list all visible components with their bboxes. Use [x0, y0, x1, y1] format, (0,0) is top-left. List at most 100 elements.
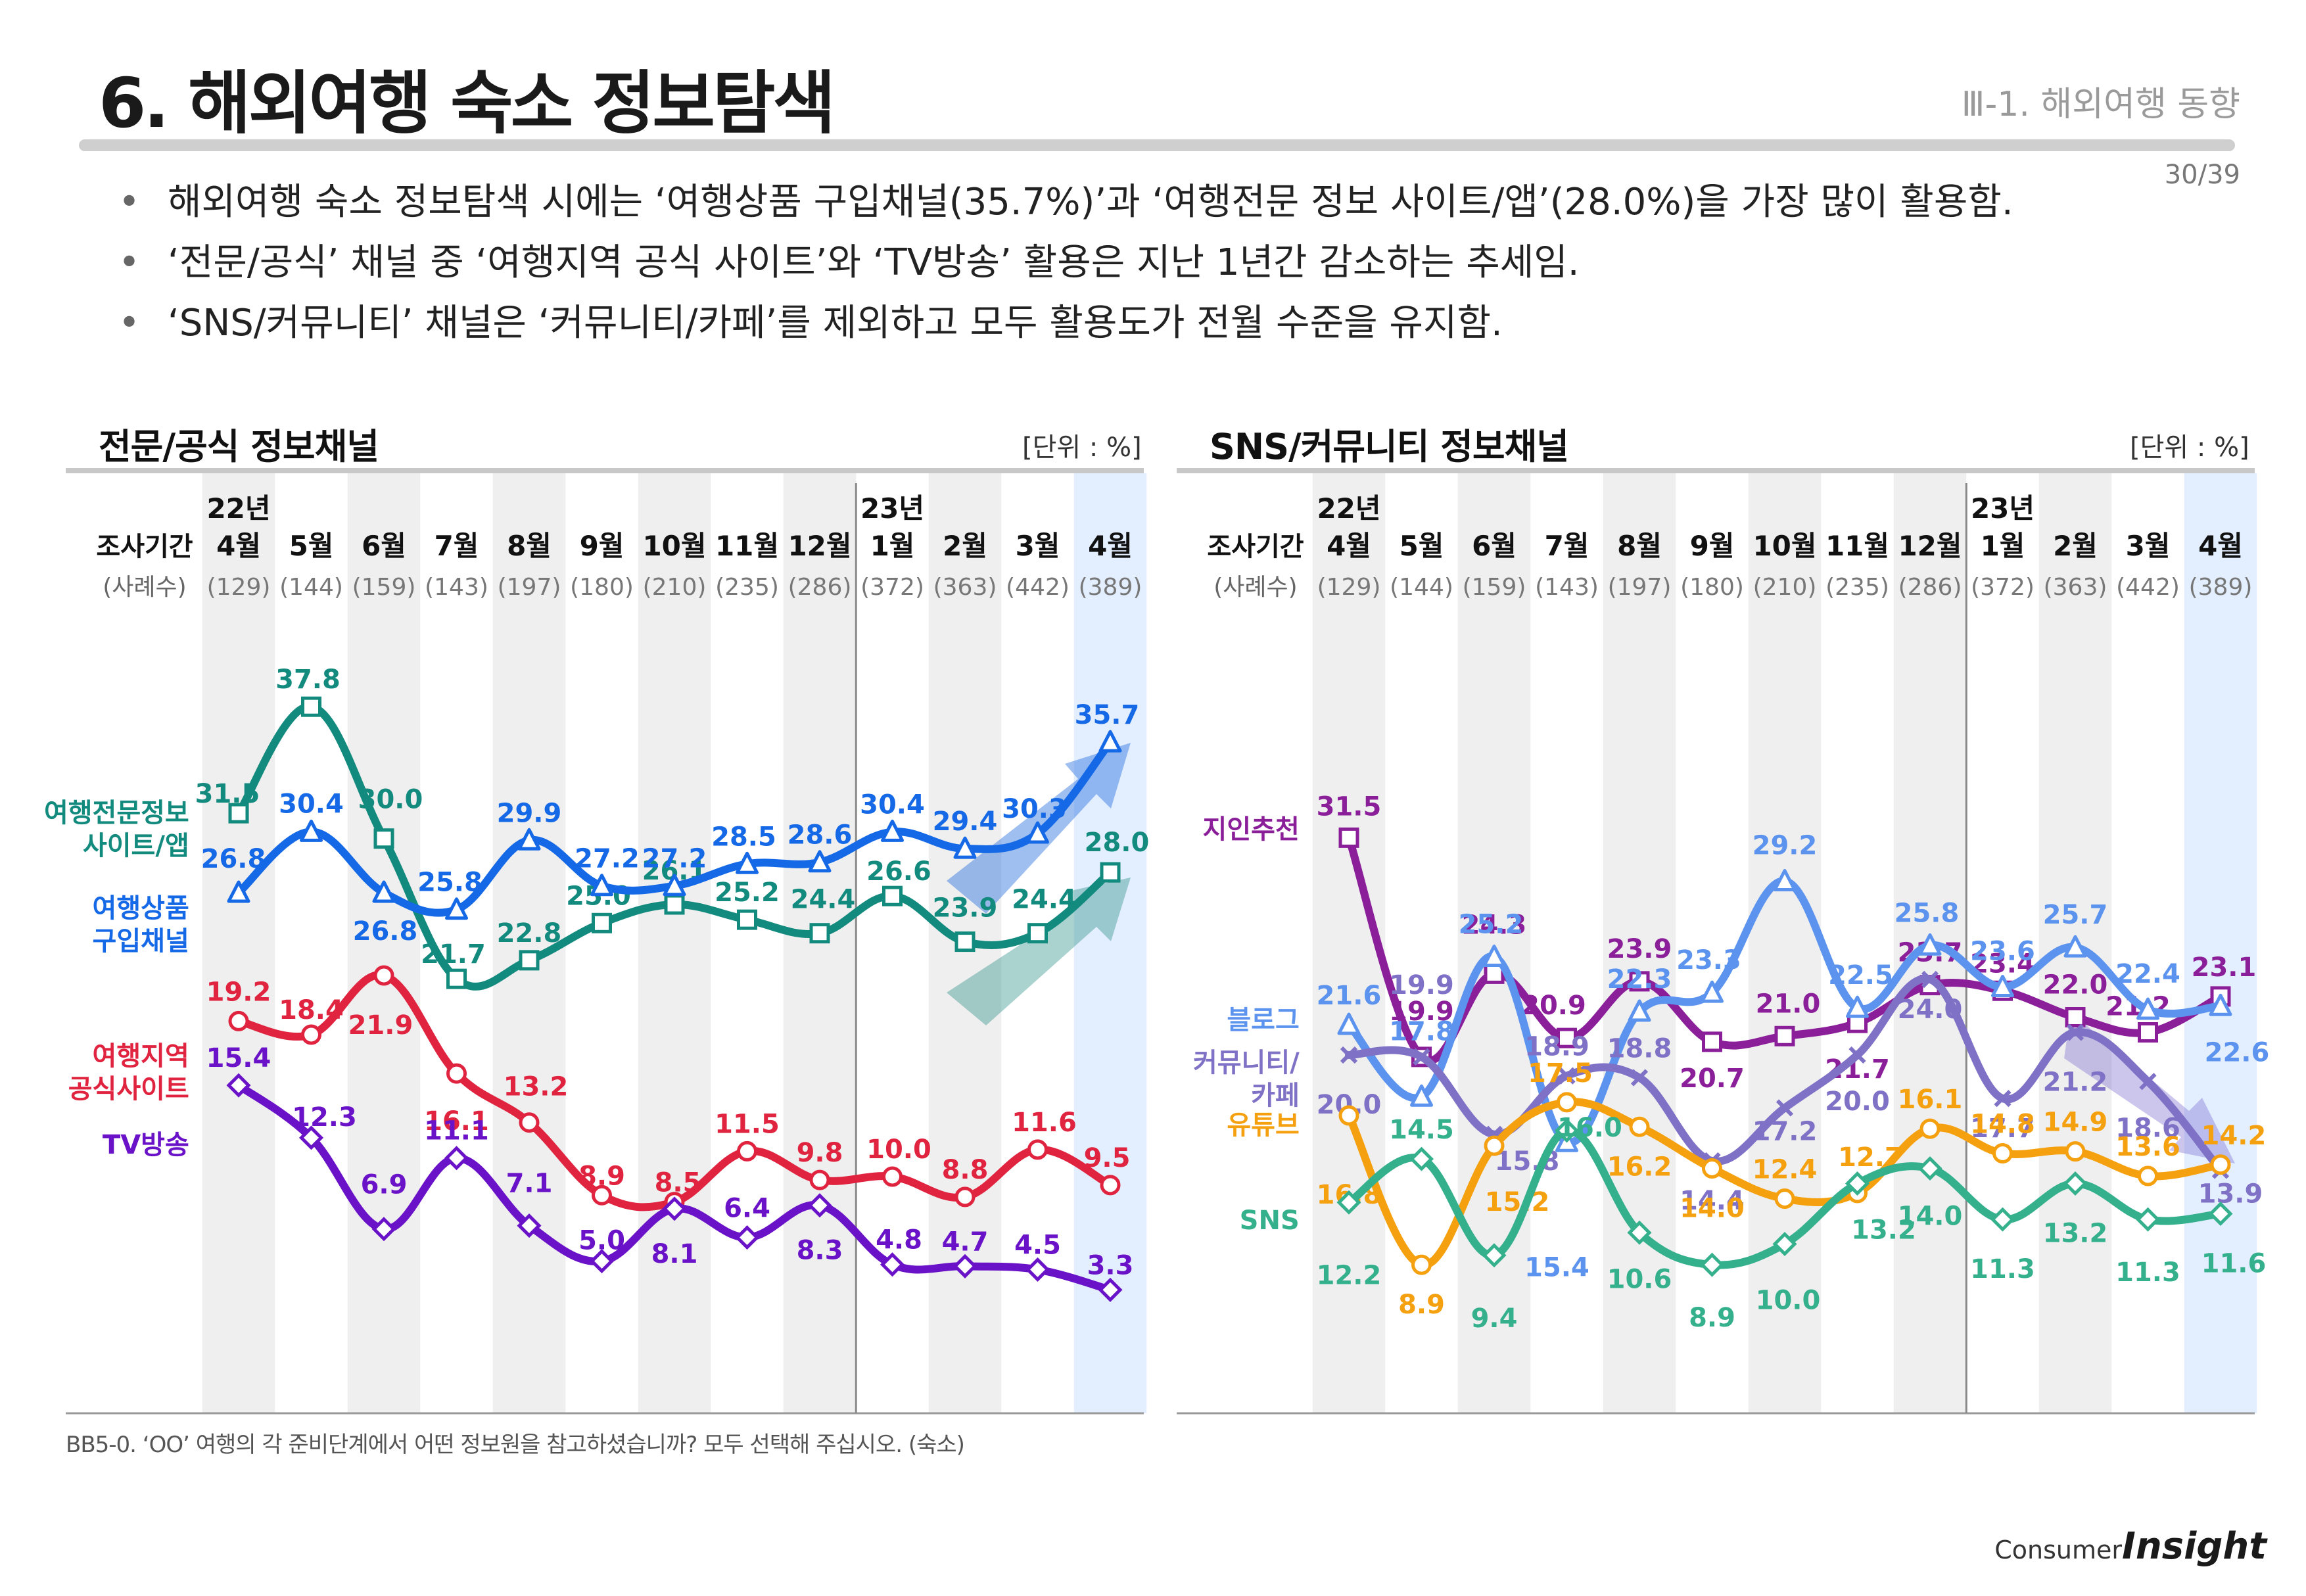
data-label: 14.2 [2201, 1121, 2267, 1151]
data-label: 4.5 [1014, 1230, 1061, 1260]
data-point [373, 828, 394, 849]
data-label: 17.5 [1528, 1058, 1593, 1089]
data-label: 20.0 [1825, 1087, 1890, 1117]
data-point [2135, 1207, 2161, 1232]
data-label: 29.4 [933, 807, 998, 837]
data-point [663, 874, 686, 897]
column-stripe [347, 473, 421, 1413]
period-label: 조사기간 [96, 532, 193, 562]
data-point [1410, 1084, 1433, 1107]
sample-size: (389) [1079, 574, 1142, 601]
year-label: 22년 [1317, 492, 1380, 525]
legend-label: 여행전문정보 [44, 798, 189, 828]
data-point [1027, 923, 1048, 944]
legend-label: 지인추천 [1203, 814, 1300, 845]
month-label: 3월 [2126, 530, 2171, 562]
data-label: 8.9 [1689, 1303, 1735, 1333]
data-point [2138, 1165, 2158, 1186]
data-point [1554, 1118, 1580, 1143]
data-point [1557, 1027, 1577, 1048]
sample-size: (286) [788, 574, 852, 601]
data-point [2208, 1201, 2233, 1227]
data-label: 13.9 [2198, 1179, 2263, 1209]
data-point [1482, 945, 1506, 967]
data-point [2066, 1023, 2084, 1041]
data-label: 30.3 [1002, 794, 1067, 824]
data-label: 11.3 [1970, 1254, 2035, 1284]
data-point [2139, 1073, 2157, 1091]
data-label: 17.2 [1753, 1117, 1818, 1147]
data-point [228, 803, 249, 824]
legend-label: SNS [1240, 1206, 1300, 1236]
sample-size: (442) [1006, 574, 1070, 601]
right-chart-title: SNS/커뮤니티 정보채널 [1210, 426, 1569, 467]
data-label: 11.1 [424, 1116, 489, 1146]
bullet-dot: • [118, 181, 141, 223]
month-label: 3월 [1016, 530, 1060, 562]
month-label: 7월 [1545, 530, 1589, 562]
data-label: 18.9 [1524, 1032, 1589, 1062]
bullet-text: 해외여행 숙소 정보탐색 시에는 ‘여행상품 구입채널(35.7%)’과 ‘여행… [168, 181, 2013, 223]
bullet-dot: • [118, 241, 141, 284]
data-label: 5.0 [578, 1226, 625, 1256]
data-label: 35.7 [1075, 700, 1140, 730]
data-point [882, 1166, 903, 1187]
data-label: 13.6 [2115, 1132, 2180, 1162]
data-label: 22.8 [497, 918, 562, 949]
data-label: 21.6 [1317, 981, 1382, 1011]
data-label: 30.0 [358, 785, 423, 815]
data-point [1409, 1146, 1434, 1171]
data-label: 16.0 [1557, 1113, 1622, 1143]
data-label: 9.5 [1084, 1143, 1131, 1173]
sample-label: (사례수) [1213, 574, 1297, 601]
data-point [1701, 980, 1724, 1003]
data-point [1025, 1257, 1050, 1282]
data-label: 12.3 [292, 1102, 357, 1133]
data-point [662, 1196, 687, 1221]
data-point [881, 819, 904, 842]
data-point [1773, 869, 1797, 891]
data-label: 11.6 [2201, 1249, 2267, 1279]
sample-size: (180) [570, 574, 634, 601]
legend-label: TV방송 [103, 1130, 189, 1160]
data-point [809, 923, 830, 944]
month-label: 2월 [943, 530, 987, 562]
data-label: 29.9 [497, 798, 562, 828]
data-label: 6.9 [361, 1170, 408, 1200]
data-label: 13.2 [2043, 1219, 2108, 1249]
data-label: 20.7 [1680, 1064, 1745, 1094]
data-point [298, 1125, 324, 1150]
data-point [737, 909, 757, 930]
data-point [592, 1185, 612, 1206]
sample-size: (363) [2044, 574, 2107, 601]
data-point [446, 968, 467, 989]
data-label: 12.2 [1317, 1260, 1382, 1290]
legend-label: 공식사이트 [68, 1074, 189, 1104]
data-label: 19.2 [206, 977, 271, 1007]
data-point [1772, 1231, 1797, 1257]
bullet-item: • ‘SNS/커뮤니티’ 채널은 ‘커뮤니티/카페’를 제외하고 모두 활용도가 … [118, 293, 2013, 354]
data-label: 12.4 [1753, 1155, 1818, 1185]
sample-size: (129) [1317, 574, 1381, 601]
data-label: 18.6 [2115, 1113, 2180, 1143]
data-point [1702, 1158, 1722, 1179]
column-stripe [1457, 473, 1531, 1413]
data-label: 22.4 [2115, 959, 2180, 989]
data-label: 23.9 [933, 893, 998, 924]
data-point [590, 874, 613, 897]
data-point [1098, 730, 1122, 753]
data-label: 6.4 [724, 1194, 770, 1224]
data-point [2210, 1154, 2231, 1175]
data-point [1699, 1252, 1725, 1277]
data-label: 25.2 [1459, 910, 1524, 940]
data-label: 22.6 [2205, 1037, 2270, 1068]
month-label: 10월 [1753, 530, 1816, 562]
data-point [517, 828, 541, 851]
data-label: 8.9 [1398, 1290, 1445, 1320]
data-point [446, 1063, 467, 1084]
data-label: 28.6 [788, 820, 853, 851]
data-label: 17.7 [1970, 1114, 2035, 1144]
column-stripe [2184, 473, 2257, 1413]
sample-label: (사례수) [103, 574, 186, 601]
